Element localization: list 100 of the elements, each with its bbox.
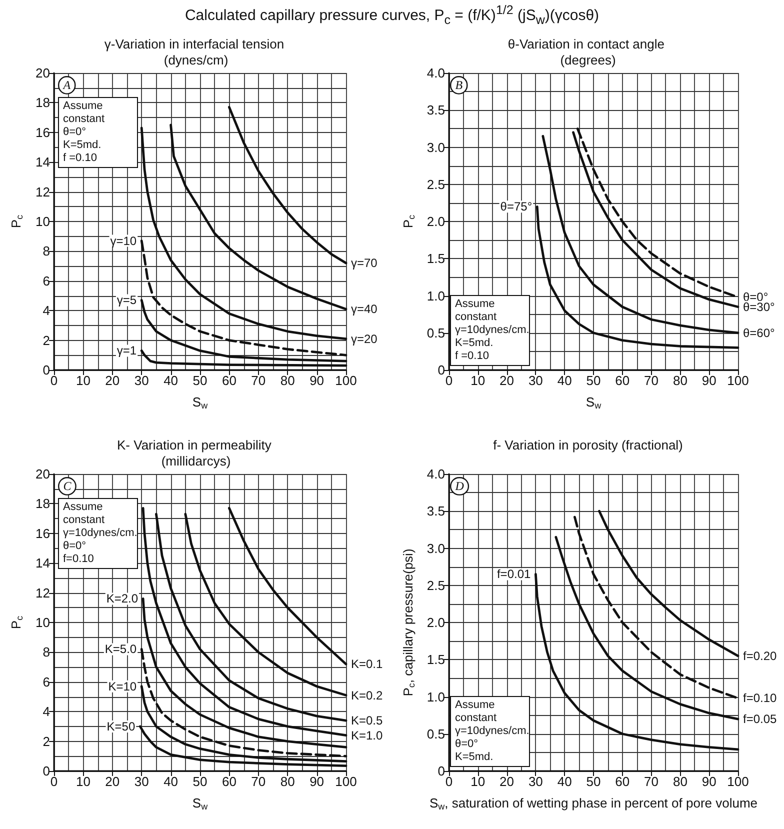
line-series: [170, 124, 348, 310]
y-tick-label: 20: [36, 466, 50, 482]
note-box: Assume constant γ=10dynes/cm. θ=0° K=5md.: [450, 696, 530, 767]
x-tick-label: 10: [470, 373, 486, 388]
x-tick-label: 20: [500, 774, 514, 789]
y-axis-title: Pc: [8, 615, 24, 630]
x-tick-label: 20: [500, 373, 514, 388]
annotation: B: [455, 78, 464, 92]
y-tick-label: 16: [36, 526, 50, 541]
y-tick-label: 4: [42, 303, 50, 318]
x-tick-label: 100: [335, 774, 357, 789]
series-label: K=0.1: [351, 657, 384, 672]
line-series: [184, 512, 348, 696]
x-tick-label: 30: [528, 774, 543, 789]
y-tick-label: 4.0: [426, 466, 445, 482]
x-tick-label: 60: [615, 774, 630, 789]
y-tick-label: 18: [36, 496, 50, 512]
x-tick-label: 40: [164, 774, 178, 789]
series-label: γ=10: [110, 234, 137, 248]
x-tick-label: 90: [702, 774, 716, 789]
y-tick-label: 12: [36, 184, 50, 200]
line-series: [140, 299, 348, 362]
y-tick-label: 14: [36, 556, 50, 571]
line-series: [598, 510, 740, 658]
x-tick-label: 70: [644, 774, 659, 789]
series-label: K=0.5: [351, 714, 384, 728]
x-tick-label: 50: [192, 373, 208, 388]
series-label: K=50: [106, 719, 136, 734]
x-tick-label: 90: [702, 373, 716, 388]
note-box: Assume constant γ=10dynes/cm. K=5md. f =0.10: [450, 295, 530, 366]
x-tick-label: 30: [134, 774, 149, 789]
x-tick-label: 50: [192, 774, 208, 789]
note-box: Assume constant θ=0° K=5md. f =0.10: [58, 97, 138, 168]
chart-subtitle: θ-Variation in contact angle (degrees): [508, 36, 668, 68]
y-tick-label: 14: [36, 154, 50, 170]
x-tick-label: 100: [727, 774, 749, 789]
series-label: K=0.2: [351, 688, 384, 702]
series-label: f=0.05: [743, 712, 778, 726]
x-tick-label: 60: [222, 373, 236, 388]
x-tick-label: 10: [470, 774, 486, 789]
line-series: [534, 573, 740, 751]
y-axis-title: Pc: [8, 214, 24, 228]
annotation: D: [454, 479, 464, 494]
y-tick-label: 2: [42, 332, 50, 348]
x-tick-label: 70: [251, 373, 266, 388]
y-tick-label: 12: [36, 585, 50, 600]
x-tick-label: 90: [310, 373, 324, 388]
y-tick-label: 4: [42, 704, 50, 720]
line-series: [140, 349, 348, 367]
chart-subtitle: K- Variation in permeability (millidarcys): [117, 438, 275, 468]
series-label: K=2.0: [106, 592, 138, 606]
x-tick-label: 70: [251, 774, 266, 789]
y-tick-label: 10: [36, 214, 50, 229]
y-tick-label: 6: [42, 674, 50, 690]
series-label: γ=20: [351, 332, 378, 346]
x-tick-label: 50: [586, 373, 601, 388]
x-tick-label: 30: [134, 373, 149, 388]
annotation: A: [62, 78, 72, 92]
y-tick-label: 0: [42, 764, 50, 778]
x-tick-label: 80: [672, 774, 688, 789]
x-tick-label: 60: [615, 373, 630, 388]
y-tick-label: 3.5: [426, 102, 445, 118]
y-axis-title: Pc, capillary pressure(psi): [400, 548, 416, 696]
series-label: γ=5: [116, 293, 137, 308]
line-series: [140, 126, 348, 340]
y-tick-label: 8: [42, 244, 50, 259]
series-label: K=1.0: [351, 728, 384, 742]
y-tick-label: 2.5: [426, 176, 445, 192]
y-tick-label: 2.0: [426, 214, 445, 229]
x-tick-label: 30: [528, 373, 543, 388]
line-series: [536, 205, 740, 349]
y-tick-label: 2.0: [426, 615, 445, 630]
text: Calculated capillary pressure curves, P$_{c}$ = (f/K)$^{1/2}$ (jS$_{w}$)(γcosθ): [184, 3, 600, 27]
x-tick-label: 100: [335, 373, 357, 388]
line-series: [228, 506, 348, 666]
x-tick-label: 100: [727, 373, 749, 388]
series-label: f=0.20: [743, 648, 778, 663]
y-tick-label: 3.0: [426, 540, 445, 556]
line-series: [554, 536, 740, 720]
line-series: [228, 106, 348, 264]
series-label: θ=75°: [500, 200, 532, 214]
x-tick-label: 40: [557, 774, 572, 789]
series-label: f=0.10: [743, 691, 778, 706]
y-tick-label: 0: [438, 764, 445, 778]
x-tick-label: 90: [310, 774, 324, 789]
x-tick-label: 50: [586, 774, 601, 789]
series-label: K=5.0: [104, 642, 137, 656]
annotation: C: [63, 479, 72, 494]
line-series: [155, 512, 348, 722]
y-tick-label: 8: [42, 644, 50, 660]
line-series: [140, 240, 348, 356]
x-tick-label: 40: [557, 373, 572, 388]
series-label: γ=70: [351, 256, 378, 270]
line-series: [142, 506, 348, 737]
y-tick-label: 0.5: [426, 325, 445, 340]
series-label: θ=30°: [743, 300, 776, 314]
y-tick-label: 1.5: [426, 251, 445, 266]
y-tick-label: 20: [36, 66, 50, 80]
line-series: [140, 685, 348, 763]
x-tick-label: 70: [644, 373, 659, 388]
